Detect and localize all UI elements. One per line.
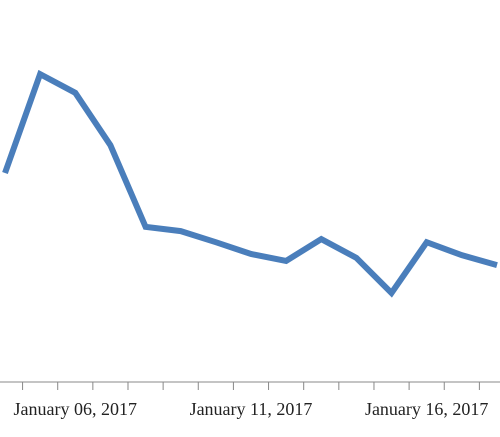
line-series <box>2 69 498 298</box>
x-tick-label: January 16, 2017 <box>365 399 488 419</box>
x-tick-label: January 06, 2017 <box>14 399 137 419</box>
x-tick-label: January 11, 2017 <box>190 399 313 419</box>
